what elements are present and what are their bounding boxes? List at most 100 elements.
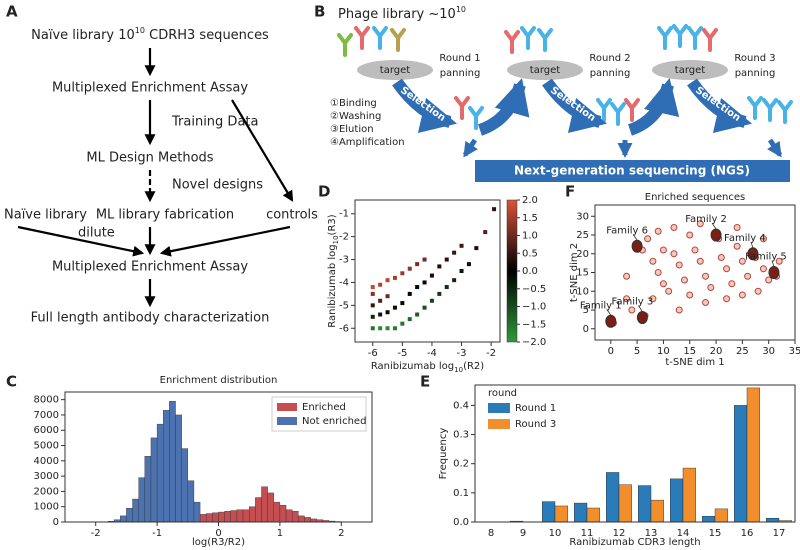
round-label: Round 3 — [734, 53, 775, 64]
scatter-point — [483, 230, 488, 235]
scatter-point — [459, 269, 464, 273]
antibody — [520, 26, 536, 50]
x-tick-label: 9 — [520, 528, 526, 539]
y-tick-label: 0 — [53, 517, 59, 528]
histogram-bar — [224, 511, 231, 523]
family-marker — [605, 314, 617, 328]
bar — [702, 515, 716, 523]
histogram-bar — [150, 437, 158, 523]
x-tick-label: -4 — [427, 348, 437, 359]
antibody — [372, 26, 388, 50]
y-tick-label: 25 — [576, 230, 589, 241]
panel-label: A — [6, 3, 18, 21]
scatter-point — [415, 285, 420, 290]
selection-label: Selection — [398, 85, 447, 124]
arrow — [17, 225, 145, 257]
y-tick-label: 7000 — [34, 410, 59, 421]
chart-title: Enrichment distribution — [160, 375, 278, 386]
annotation-label: Family 5 — [745, 252, 787, 263]
histogram-bar — [138, 477, 146, 523]
bar — [734, 405, 748, 523]
node: Multiplexed Enrichment Assay — [52, 260, 248, 275]
histogram-bar — [273, 501, 281, 523]
scatter-point — [466, 262, 471, 267]
legend-label: Not enriched — [302, 416, 366, 427]
colorbar-tick-label: −1.0 — [522, 302, 546, 313]
step-label: ③Elution — [330, 124, 374, 135]
histogram-bar — [267, 492, 274, 523]
step-label: ④Amplification — [330, 137, 405, 148]
x-tick-label: 16 — [741, 528, 754, 539]
legend-label: Round 1 — [515, 403, 556, 414]
antibody — [657, 26, 673, 50]
histogram-bar — [206, 513, 213, 523]
y-axis-label: Frequency — [438, 428, 449, 480]
arrow — [159, 225, 291, 257]
plot-frame — [354, 199, 501, 343]
x-tick-label: 20 — [710, 346, 723, 357]
ngs-label: Next-generation sequencing (NGS) — [514, 164, 750, 178]
antibody — [624, 98, 640, 122]
node: Multiplexed Enrichment Assay — [52, 81, 248, 96]
y-tick-label: 15 — [576, 268, 589, 279]
ngs-box — [475, 160, 790, 182]
panel-b: B Phage library ~1010 Next-generation se… — [314, 3, 793, 182]
bar — [618, 484, 633, 523]
antibody — [777, 100, 793, 124]
antibody — [468, 106, 484, 130]
round-label: Round 1 — [439, 53, 480, 64]
legend-label: Round 3 — [515, 419, 556, 430]
antibody — [454, 96, 470, 120]
histogram-bar — [255, 497, 262, 523]
bar — [670, 478, 684, 523]
title-sup: 10 — [456, 5, 466, 14]
panel-a: A Naïve library 1010 CDRH3 sequences Mul… — [4, 3, 318, 326]
y-tick-label: 8000 — [34, 395, 59, 406]
round-label: panning — [590, 68, 631, 79]
y-tick-label: 0.2 — [453, 459, 469, 470]
selection-arrow — [542, 78, 608, 133]
x-tick-label: -3 — [457, 348, 467, 359]
scatter-point — [675, 261, 683, 269]
bar — [650, 499, 665, 523]
bar — [606, 472, 620, 523]
x-tick-label: 10 — [657, 346, 670, 357]
scatter-point — [649, 295, 657, 303]
histogram-bar — [236, 509, 244, 523]
y-tick-label: 10 — [576, 286, 589, 297]
scatter-point — [370, 326, 375, 331]
y-tick-label: 0.4 — [453, 400, 469, 411]
x-tick-label: 15 — [709, 528, 722, 539]
scatter-point — [415, 262, 420, 267]
antibody — [537, 28, 553, 52]
ngs-arrow — [767, 138, 783, 158]
scatter-point — [723, 295, 731, 303]
x-tick-label: 0 — [215, 528, 221, 539]
scatter-point — [378, 298, 383, 303]
target — [652, 60, 728, 80]
scatter-point — [452, 278, 457, 283]
x-tick-label: 5 — [634, 346, 640, 357]
x-tick-label: 14 — [677, 528, 690, 539]
scatter-point — [754, 287, 762, 295]
scatter-point — [429, 273, 434, 278]
round-label: panning — [440, 68, 481, 79]
scatter-point — [437, 264, 442, 269]
scatter-point — [728, 280, 736, 288]
colorbar — [506, 199, 518, 343]
x-tick-label: -2 — [486, 348, 496, 359]
annotation-line — [771, 260, 775, 267]
y-axis-label-part: Ranibizumab log — [327, 244, 338, 327]
family-marker — [631, 239, 643, 253]
scatter-point — [452, 250, 457, 255]
annotation-label: Family 3 — [612, 297, 654, 308]
y-tick-label: 30 — [576, 211, 589, 222]
scatter-point — [670, 224, 678, 231]
family-marker — [710, 228, 722, 242]
antibody — [687, 26, 703, 50]
plot-frame — [474, 384, 796, 523]
y-tick-label: -2 — [339, 232, 349, 243]
scatter-point — [385, 326, 390, 331]
scatter-point — [733, 224, 741, 231]
